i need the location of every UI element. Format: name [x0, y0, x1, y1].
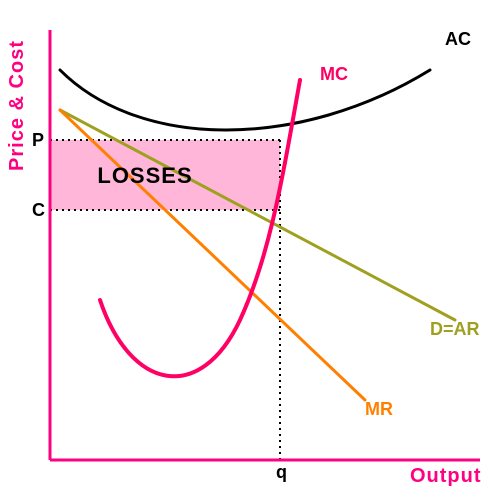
curve-ac: [60, 70, 430, 130]
x-axis-label: Output: [410, 465, 482, 487]
tick-q: q: [276, 462, 287, 482]
tick-P: P: [32, 130, 44, 150]
label-mr: MR: [365, 399, 393, 419]
label-ac: AC: [445, 29, 471, 49]
curve-mc: [100, 80, 300, 376]
chart-svg: LOSSES P Cq AC MC D=AR MR Output: [0, 0, 500, 500]
y-axis-label: Price & Cost: [6, 40, 29, 171]
label-mc: MC: [320, 64, 348, 84]
tick-C: C: [32, 200, 45, 220]
econ-chart: LOSSES P Cq AC MC D=AR MR Output Price & Cost: [0, 0, 500, 500]
label-d-ar: D=AR: [430, 319, 480, 339]
losses-label: LOSSES: [97, 163, 192, 188]
